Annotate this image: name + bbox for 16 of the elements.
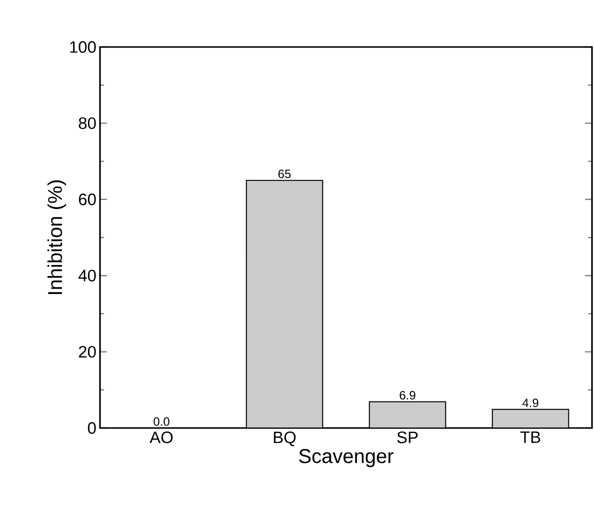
data-label: 4.9 (522, 398, 538, 408)
y-tick-label: 60 (78, 194, 96, 206)
y-tick-label: 80 (78, 117, 96, 130)
y-tick-label: 20 (78, 346, 96, 358)
y-tick-label: 40 (78, 270, 96, 282)
data-label: 65 (278, 170, 291, 178)
data-label: 6.9 (400, 391, 416, 400)
x-tick-label: TB (520, 432, 540, 443)
y-tick-label: 0 (88, 422, 96, 434)
x-tick-label: AO (150, 432, 173, 444)
y-axis-title: Inhibition (%) (47, 180, 66, 294)
x-axis-title: Scavenger (299, 449, 394, 468)
x-tick-label: SP (397, 432, 418, 444)
y-tick-label: 100 (70, 41, 96, 53)
x-tick-label: BQ (274, 432, 296, 446)
data-label: 0.0 (154, 417, 170, 426)
